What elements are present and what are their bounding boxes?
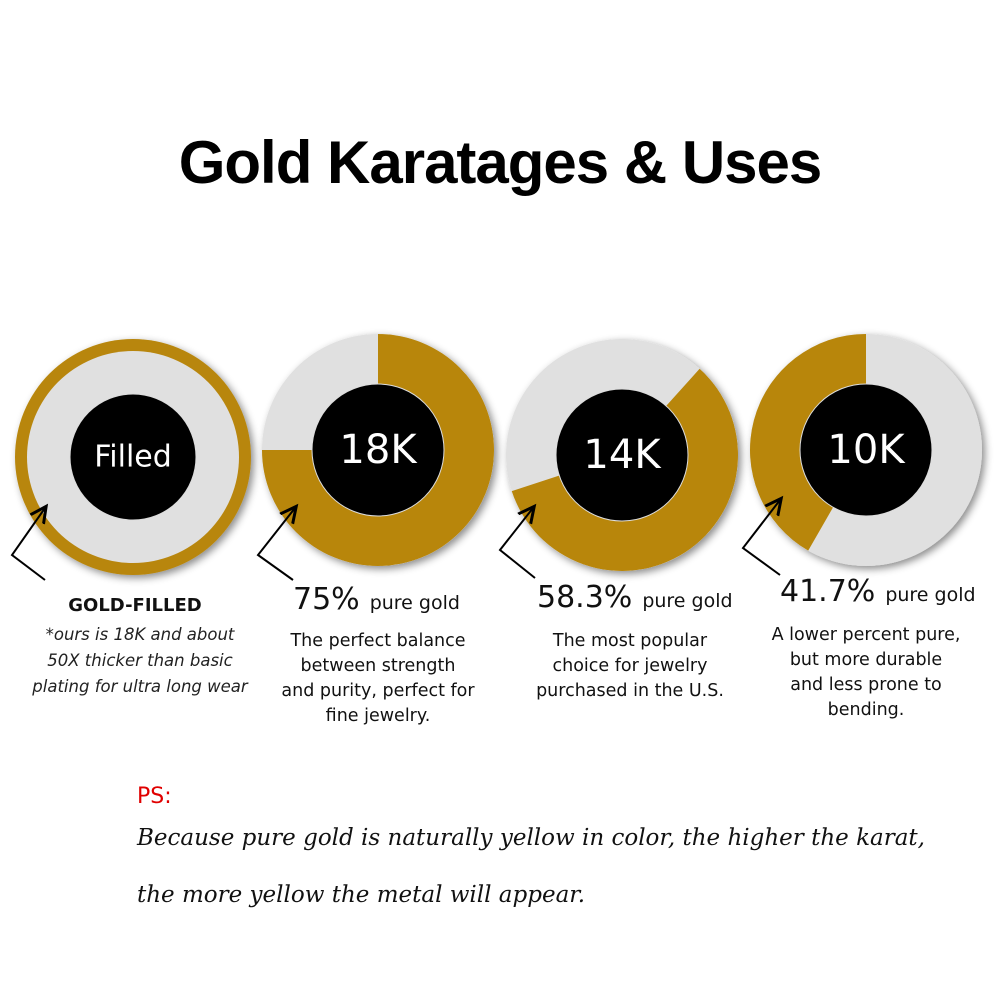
desc-line: choice for jewelry [552,656,708,676]
desc-line: and purity, perfect for [281,681,475,701]
gold-filled-note: *ours is 18K and about 50X thicker than … [20,622,260,700]
arrow-icon [256,508,295,581]
pct-10k: 41.7% pure gold [780,574,976,609]
ps-line-2: the more yellow the metal will appear. [137,882,586,908]
desc-line: but more durable [789,650,943,670]
desc-line: purchased in the U.S. [536,681,724,701]
arrow-icon [741,500,780,576]
center-circle [555,388,689,522]
desc-line: bending. [827,700,905,720]
page-title: Gold Karatages & Uses [178,129,823,196]
center-label: Filled [94,440,172,475]
desc-18k: The perfect balance between strength and… [278,629,478,729]
donut-14k [506,339,738,571]
note-line: plating for ultra long wear [32,677,248,696]
pct-18k: 75% pure gold [293,582,460,617]
desc-line: between strength [300,656,456,676]
pct-value: 41.7% [780,574,876,609]
arrow-icon [10,508,45,581]
desc-14k: The most popular choice for jewelry purc… [530,629,730,704]
ps-line-1: Because pure gold is naturally yellow in… [137,825,925,851]
pct-value: 58.3% [537,580,633,615]
pct-14k: 58.3% pure gold [537,580,733,615]
center-circle [311,383,445,517]
donut-18k [262,334,494,566]
pct-value: 75% [293,582,360,617]
note-line: 50X thicker than basic [47,651,233,670]
desc-line: A lower percent pure, [771,625,961,645]
pct-label: pure gold [369,592,460,614]
center-circle [69,393,197,521]
center-circle [799,383,933,517]
center-label: 10K [827,427,906,473]
pct-label: pure gold [642,590,733,612]
note-line: *ours is 18K and about [45,625,235,644]
gold-filled-heading: GOLD-FILLED [68,595,202,616]
desc-line: fine jewelry. [325,706,431,726]
desc-line: and less prone to [790,675,942,695]
center-label: 18K [339,427,418,473]
desc-10k: A lower percent pure, but more durable a… [766,623,966,723]
arrow-icon [498,508,535,579]
center-label: 14K [583,432,662,478]
pct-label: pure gold [885,584,976,606]
desc-line: The most popular [552,631,708,651]
donut-filled [15,339,251,575]
ps-label: PS: [137,784,172,809]
desc-line: The perfect balance [290,631,466,651]
